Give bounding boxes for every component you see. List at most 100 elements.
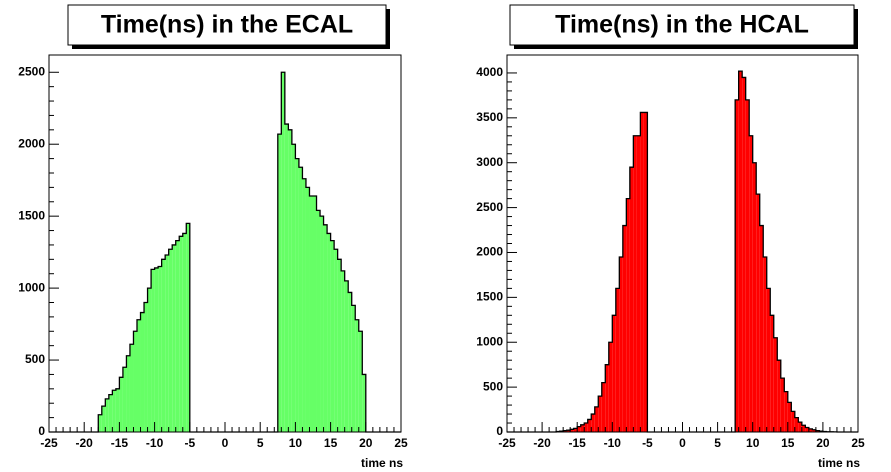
bar bbox=[277, 134, 282, 432]
bar bbox=[320, 216, 324, 432]
x-tick-label: -15 bbox=[569, 436, 587, 450]
bar bbox=[168, 249, 173, 432]
title-box bbox=[509, 4, 855, 46]
bar bbox=[615, 288, 620, 432]
bar bbox=[186, 223, 190, 432]
bar bbox=[281, 72, 285, 432]
y-tick-label: 3500 bbox=[476, 110, 503, 124]
bar bbox=[598, 396, 602, 432]
bar bbox=[742, 77, 746, 432]
bar bbox=[334, 249, 338, 432]
bar bbox=[573, 428, 578, 432]
bar bbox=[784, 391, 788, 432]
plot: Time(ns) in the ECAL -25 -20 -15 -10 -5 0 5 10 15… bbox=[18, 4, 408, 470]
bar bbox=[288, 129, 292, 432]
bar bbox=[605, 364, 609, 432]
plot: Time(ns) in the HCAL -25 -20 -15 -10 -5 0 5 10 15… bbox=[476, 4, 865, 470]
bar bbox=[313, 196, 317, 432]
bar bbox=[341, 270, 345, 432]
y-tick-label: 2000 bbox=[18, 136, 45, 150]
bar bbox=[175, 240, 180, 432]
y-tick-label: 1500 bbox=[18, 208, 45, 222]
y-tick-label: 0 bbox=[38, 424, 45, 438]
x-tick-label: 5 bbox=[257, 436, 264, 450]
bar bbox=[766, 288, 771, 432]
bar bbox=[791, 411, 795, 432]
x-tick-label: 5 bbox=[714, 436, 721, 450]
x-tick-label: -10 bbox=[604, 436, 622, 450]
x-axis-label: time ns bbox=[361, 456, 403, 470]
bar bbox=[759, 225, 764, 432]
plot-frame bbox=[506, 54, 859, 433]
bar bbox=[756, 194, 760, 432]
chart-title: Time(ns) in the ECAL bbox=[101, 11, 353, 39]
bar bbox=[745, 99, 750, 432]
y-tick-label: 3000 bbox=[476, 155, 503, 169]
y-tick-label: 1000 bbox=[18, 280, 45, 294]
bar bbox=[358, 331, 363, 432]
bar bbox=[619, 256, 623, 432]
bar bbox=[140, 312, 145, 432]
bar bbox=[182, 233, 187, 432]
bar bbox=[812, 429, 816, 432]
x-tick-label: -25 bbox=[498, 436, 516, 450]
x-tick-label: 0 bbox=[222, 436, 229, 450]
bar bbox=[808, 428, 813, 432]
bar bbox=[309, 196, 313, 432]
bar bbox=[798, 422, 802, 432]
bar bbox=[337, 259, 342, 432]
bar bbox=[566, 430, 571, 432]
x-tick-label: -10 bbox=[146, 436, 164, 450]
bar bbox=[115, 388, 120, 432]
y-tick-label: 2500 bbox=[18, 64, 45, 78]
bar bbox=[119, 377, 123, 432]
y-tick-label: 4000 bbox=[476, 65, 503, 79]
bar bbox=[158, 266, 162, 432]
bar bbox=[172, 244, 176, 432]
bar bbox=[302, 178, 306, 432]
bar bbox=[133, 331, 137, 432]
bar bbox=[137, 319, 141, 432]
x-tick-label: 0 bbox=[679, 436, 686, 450]
y-tick-label: 0 bbox=[496, 424, 503, 438]
bar bbox=[815, 430, 820, 432]
x-tick-label: 20 bbox=[359, 436, 373, 450]
bar bbox=[787, 402, 792, 432]
bar bbox=[608, 342, 613, 432]
bar bbox=[633, 135, 637, 433]
bar bbox=[98, 414, 102, 432]
bar bbox=[147, 288, 152, 432]
bar bbox=[805, 427, 809, 432]
bar bbox=[738, 71, 743, 433]
bar bbox=[584, 423, 588, 432]
bar bbox=[129, 344, 134, 432]
bar bbox=[348, 292, 352, 432]
bar bbox=[640, 112, 644, 432]
bar bbox=[344, 280, 349, 432]
bar bbox=[801, 425, 806, 432]
bar bbox=[284, 124, 289, 433]
bar bbox=[161, 259, 166, 432]
bar bbox=[587, 419, 592, 432]
bar bbox=[601, 382, 606, 432]
x-tick-label: 10 bbox=[746, 436, 760, 450]
bar bbox=[580, 424, 585, 432]
bar bbox=[594, 406, 599, 432]
bar bbox=[636, 135, 641, 433]
bar bbox=[105, 398, 109, 432]
bar bbox=[298, 167, 303, 433]
bar bbox=[122, 367, 127, 432]
x-tick-label: -5 bbox=[184, 436, 195, 450]
bar bbox=[323, 224, 328, 432]
bar bbox=[330, 240, 335, 432]
bar bbox=[179, 236, 183, 432]
x-tick-label: 25 bbox=[394, 436, 408, 450]
y-tick-label: 2000 bbox=[476, 245, 503, 259]
bar bbox=[305, 187, 310, 432]
bar bbox=[151, 269, 155, 432]
bar bbox=[101, 406, 106, 432]
bar bbox=[735, 99, 739, 432]
y-tick-label: 1000 bbox=[476, 334, 503, 348]
title-box bbox=[67, 4, 387, 46]
